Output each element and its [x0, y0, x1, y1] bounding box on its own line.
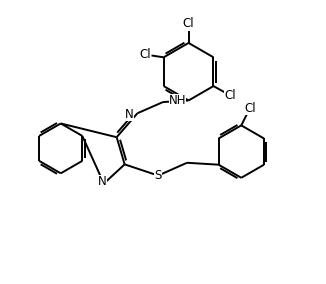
Text: Cl: Cl: [183, 17, 194, 30]
Text: Cl: Cl: [139, 48, 151, 61]
Text: Cl: Cl: [224, 89, 236, 102]
Text: Cl: Cl: [244, 102, 256, 115]
Text: S: S: [155, 169, 162, 182]
Text: N: N: [98, 176, 107, 189]
Text: N: N: [125, 108, 134, 121]
Text: NH: NH: [169, 94, 186, 107]
